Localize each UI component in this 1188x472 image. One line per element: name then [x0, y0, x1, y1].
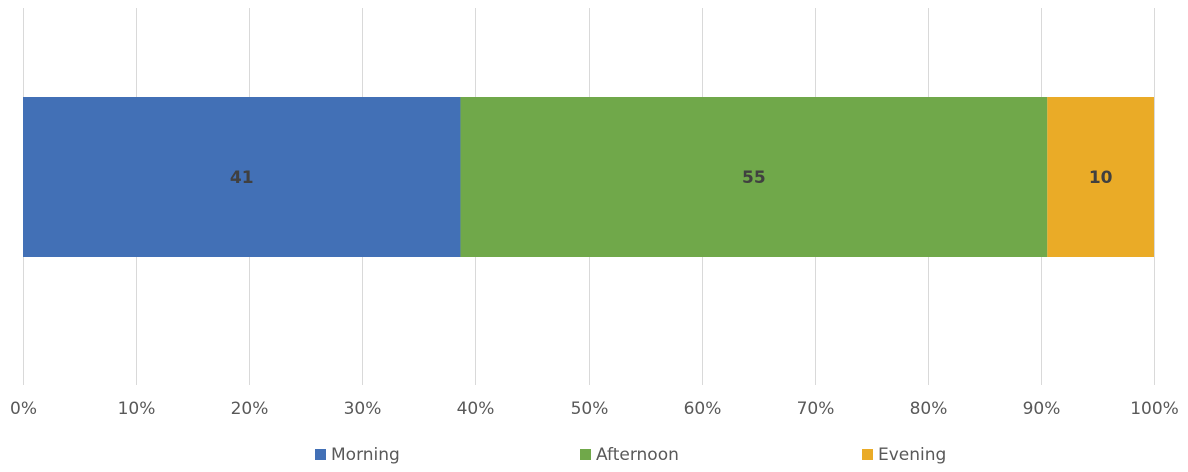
bars: [23, 97, 1154, 257]
x-tick-label: 20%: [231, 399, 269, 419]
legend-label-afternoon: Afternoon: [596, 445, 679, 465]
legend-label-morning: Morning: [331, 445, 400, 465]
legend-label-evening: Evening: [878, 445, 946, 465]
bar-segment-evening: [1047, 97, 1154, 257]
legend-swatch-morning: [315, 449, 326, 460]
legend-swatch-afternoon: [580, 449, 591, 460]
bar-segment-morning: [23, 97, 461, 257]
data-label-morning: 41: [230, 168, 254, 188]
x-tick-label: 80%: [910, 399, 948, 419]
x-tick-label: 70%: [797, 399, 835, 419]
x-tick-label: 30%: [344, 399, 382, 419]
x-tick-label: 0%: [10, 399, 37, 419]
data-label-evening: 10: [1089, 168, 1113, 188]
data-label-afternoon: 55: [742, 168, 766, 188]
data-labels: 41 55 10: [230, 168, 1113, 188]
x-tick-label: 100%: [1130, 399, 1179, 419]
legend: Morning Afternoon Evening: [315, 445, 946, 465]
bar-segment-afternoon: [460, 97, 1048, 257]
x-tick-label: 10%: [118, 399, 156, 419]
legend-swatch-evening: [862, 449, 873, 460]
x-tick-label: 50%: [571, 399, 609, 419]
x-tick-label: 60%: [684, 399, 722, 419]
x-tick-label: 40%: [457, 399, 495, 419]
x-axis-ticks: 0% 10% 20% 30% 40% 50% 60% 70% 80% 90% 100%: [10, 399, 1179, 419]
x-tick-label: 90%: [1023, 399, 1061, 419]
